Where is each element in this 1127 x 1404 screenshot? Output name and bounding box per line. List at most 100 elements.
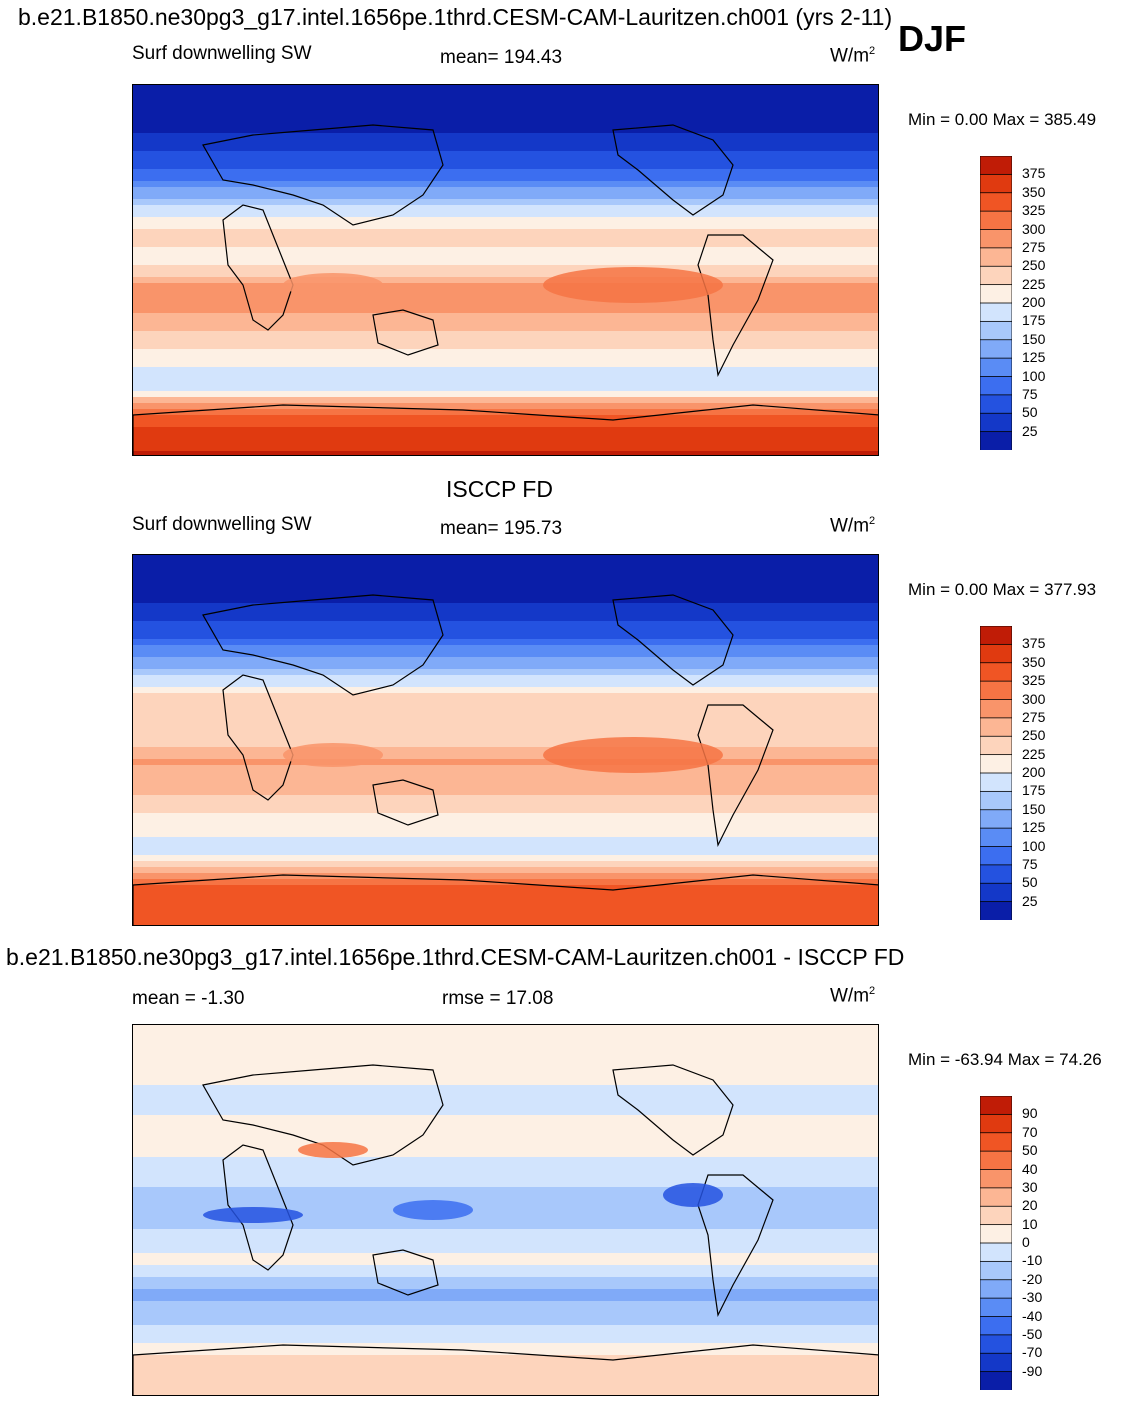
- field-band: [133, 795, 878, 802]
- field-feature: [298, 1142, 368, 1158]
- colorbar-box: [980, 1113, 1012, 1134]
- field-band: [133, 373, 878, 380]
- figure-title: b.e21.B1850.ne30pg3_g17.intel.1656pe.1th…: [18, 4, 893, 30]
- coastline: [612, 124, 734, 216]
- colorbar-box: [980, 699, 1012, 719]
- field-band: [133, 325, 878, 332]
- field-band: [133, 109, 878, 116]
- colorbar-box: [980, 717, 1012, 738]
- field-band: [133, 163, 878, 170]
- colorbar-tick-label: -40: [1022, 1307, 1043, 1324]
- field-band: [133, 1253, 878, 1260]
- field-band: [133, 1175, 878, 1182]
- panel3-colorbar: [980, 1096, 1012, 1390]
- field-band: [133, 693, 878, 700]
- field-feature: [203, 1207, 303, 1223]
- colorbar-box: [980, 431, 1012, 450]
- field-band: [133, 313, 878, 320]
- colorbar-tick-label: 300: [1022, 220, 1046, 237]
- panel1-minmax: Min = 0.00 Max = 385.49: [908, 110, 1097, 129]
- field-feature: [663, 1183, 723, 1207]
- coastline: [372, 309, 439, 356]
- field-band: [133, 717, 878, 724]
- field-band: [133, 145, 878, 152]
- colorbar-box: [980, 339, 1012, 360]
- field-band: [133, 1103, 878, 1110]
- field-band: [133, 669, 878, 676]
- field-band: [133, 1079, 878, 1086]
- colorbar-tick-label: 250: [1022, 257, 1046, 274]
- coastline: [222, 674, 294, 801]
- field-band: [133, 807, 878, 814]
- colorbar-box: [980, 680, 1012, 701]
- field-band: [133, 1133, 878, 1140]
- field-band: [133, 247, 878, 254]
- field-band: [133, 579, 878, 586]
- field-band: [133, 591, 878, 598]
- colorbar-tick-label: 350: [1022, 653, 1046, 670]
- colorbar-box: [980, 662, 1012, 683]
- field-band: [133, 705, 878, 712]
- field-band: [133, 1049, 878, 1056]
- field-band: [133, 427, 878, 434]
- panel2-heading: ISCCP FD: [446, 476, 553, 502]
- colorbar-tick-label: 150: [1022, 800, 1046, 817]
- field-band: [133, 1097, 878, 1104]
- field-band: [133, 783, 878, 790]
- field-band: [133, 843, 878, 850]
- field-band: [133, 439, 878, 446]
- colorbar-tick-label: 200: [1022, 764, 1046, 780]
- field-band: [133, 445, 878, 452]
- colorbar-tick-label: 40: [1022, 1160, 1038, 1177]
- field-band: [133, 873, 878, 880]
- field-band: [133, 1127, 878, 1134]
- field-band: [133, 1031, 878, 1038]
- field-band: [133, 921, 878, 925]
- colorbar-tick-label: 25: [1022, 422, 1038, 439]
- coastline: [372, 779, 439, 826]
- field-band: [133, 133, 878, 140]
- colorbar-box: [980, 1316, 1012, 1336]
- field-band: [133, 1085, 878, 1092]
- colorbar-tick-label: 30: [1022, 1178, 1038, 1195]
- field-band: [133, 217, 878, 224]
- field-band: [133, 687, 878, 694]
- field-band: [133, 633, 878, 640]
- field-band: [133, 1199, 878, 1206]
- panel3-contour-field: [133, 1025, 878, 1395]
- colorbar-tick-label: 325: [1022, 672, 1046, 689]
- field-band: [133, 307, 878, 314]
- field-band: [133, 1229, 878, 1236]
- colorbar-box: [980, 1150, 1012, 1171]
- field-band: [133, 1337, 878, 1344]
- colorbar-box: [980, 827, 1012, 848]
- field-band: [133, 561, 878, 568]
- field-band: [133, 639, 878, 646]
- colorbar-box: [980, 846, 1012, 866]
- field-feature: [543, 737, 723, 773]
- field-feature: [393, 1200, 473, 1220]
- colorbar-tick-label: -20: [1022, 1270, 1043, 1287]
- field-band: [133, 349, 878, 356]
- field-band: [133, 645, 878, 652]
- field-band: [133, 831, 878, 838]
- field-band: [133, 1325, 878, 1332]
- field-band: [133, 277, 878, 284]
- colorbar-box: [980, 394, 1012, 415]
- field-band: [133, 229, 878, 236]
- field-band: [133, 289, 878, 296]
- field-band: [133, 603, 878, 610]
- colorbar-tick-label: 10: [1022, 1215, 1038, 1232]
- field-band: [133, 253, 878, 260]
- field-band: [133, 241, 878, 248]
- field-band: [133, 235, 878, 242]
- field-band: [133, 915, 878, 922]
- field-band: [133, 259, 878, 266]
- field-band: [133, 723, 878, 730]
- field-band: [133, 729, 878, 736]
- field-band: [133, 1091, 878, 1098]
- colorbar-tick-label: 225: [1022, 275, 1046, 292]
- field-band: [133, 1265, 878, 1272]
- field-band: [133, 1061, 878, 1068]
- field-band: [133, 1067, 878, 1074]
